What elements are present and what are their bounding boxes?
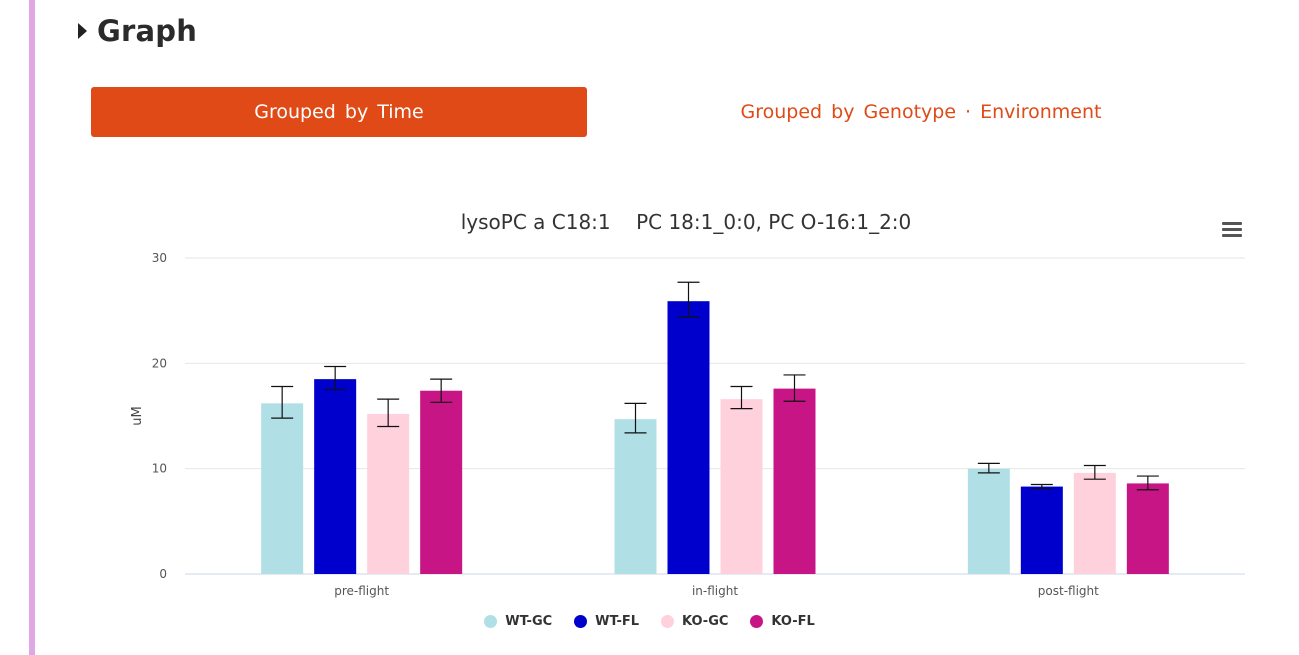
- x-category-label: post-flight: [1038, 584, 1099, 598]
- legend-marker-icon: [661, 615, 675, 628]
- bar-ko-fl: [420, 390, 463, 574]
- caret-right-icon[interactable]: [78, 23, 87, 39]
- bar-wt-gc: [261, 403, 304, 574]
- y-tick-label: 10: [152, 462, 167, 476]
- y-axis-label: uM: [130, 406, 145, 425]
- legend-marker-icon: [484, 615, 498, 628]
- legend-item-wt-gc[interactable]: WT-GC: [484, 614, 552, 629]
- legend-item-wt-fl[interactable]: WT-FL: [574, 614, 639, 629]
- chart-title: lysoPC a C18:1 PC 18:1_0:0, PC O-16:1_2:…: [460, 210, 912, 234]
- section-header[interactable]: Graph: [78, 10, 197, 52]
- legend-label: KO-FL: [771, 614, 815, 629]
- legend-item-ko-fl[interactable]: KO-FL: [750, 614, 815, 629]
- bar-ko-fl: [1126, 483, 1169, 574]
- bar-ko-gc: [720, 399, 763, 574]
- legend-marker-icon: [750, 615, 764, 628]
- tab-grouped-by-genotype-environment[interactable]: Grouped by Genotype · Environment: [673, 87, 1169, 137]
- legend-label: WT-FL: [595, 614, 640, 629]
- chart-legend: WT-GC WT-FL KO-GC KO-FL: [0, 614, 1299, 629]
- legend-marker-icon: [574, 615, 588, 628]
- bar-wt-fl: [314, 379, 357, 574]
- bar-wt-fl: [667, 301, 710, 574]
- left-accent-rule: [29, 0, 35, 655]
- y-tick-label: 20: [152, 356, 167, 370]
- bar-wt-fl: [1020, 486, 1063, 574]
- legend-label: KO-GC: [682, 614, 729, 629]
- x-category-label: in-flight: [692, 584, 738, 598]
- y-tick-label: 0: [159, 567, 167, 581]
- section-title: Graph: [97, 14, 198, 48]
- bar-wt-gc: [614, 419, 657, 574]
- bar-ko-fl: [773, 388, 816, 574]
- bar-ko-gc: [1073, 472, 1116, 574]
- bar-wt-gc: [967, 468, 1010, 574]
- x-category-label: pre-flight: [334, 584, 389, 598]
- tab-grouped-by-time[interactable]: Grouped by Time: [91, 87, 587, 137]
- hamburger-menu-icon[interactable]: [1220, 220, 1244, 240]
- legend-item-ko-gc[interactable]: KO-GC: [661, 614, 728, 629]
- bar-ko-gc: [367, 413, 410, 574]
- y-tick-label: 30: [152, 251, 167, 265]
- legend-label: WT-GC: [505, 614, 553, 629]
